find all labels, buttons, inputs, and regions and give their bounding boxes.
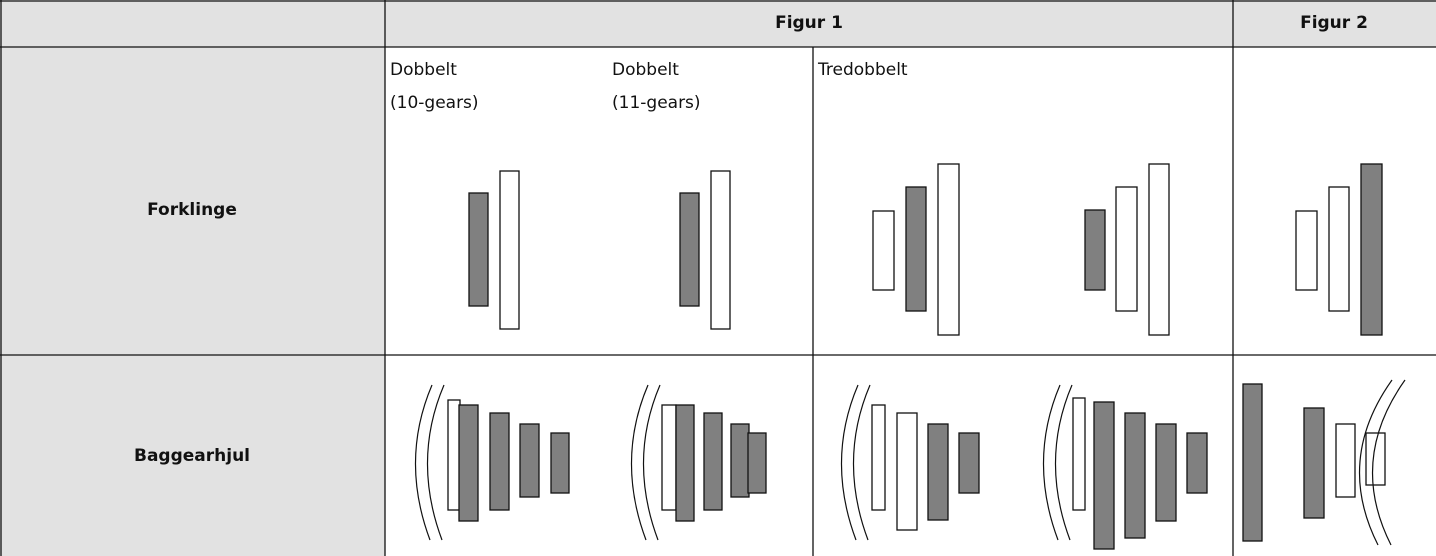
row-header-background (0, 47, 385, 556)
header-background (0, 0, 1436, 47)
chainring-diagrams (469, 164, 1382, 335)
cassette-diagrams (415, 380, 1405, 549)
column-label: Dobbelt(10-gears) (390, 54, 479, 120)
column-label: Tredobbelt (818, 54, 908, 87)
row-label: Baggearhjul (134, 446, 250, 466)
label-line: (11-gears) (612, 87, 701, 120)
label-line: Dobbelt (390, 54, 479, 87)
table-drawing (0, 0, 1436, 556)
label-line: Tredobbelt (818, 54, 908, 87)
label-line: Dobbelt (612, 54, 701, 87)
label-line: (10-gears) (390, 87, 479, 120)
column-label: Dobbelt(11-gears) (612, 54, 701, 120)
row-label: Forklinge (147, 200, 237, 220)
header-figur-1: Figur 1 (775, 13, 843, 33)
header-figur-2: Figur 2 (1300, 13, 1368, 33)
page: Figur 1 Figur 2 Dobbelt(10-gears) Dobbel… (0, 0, 1436, 556)
